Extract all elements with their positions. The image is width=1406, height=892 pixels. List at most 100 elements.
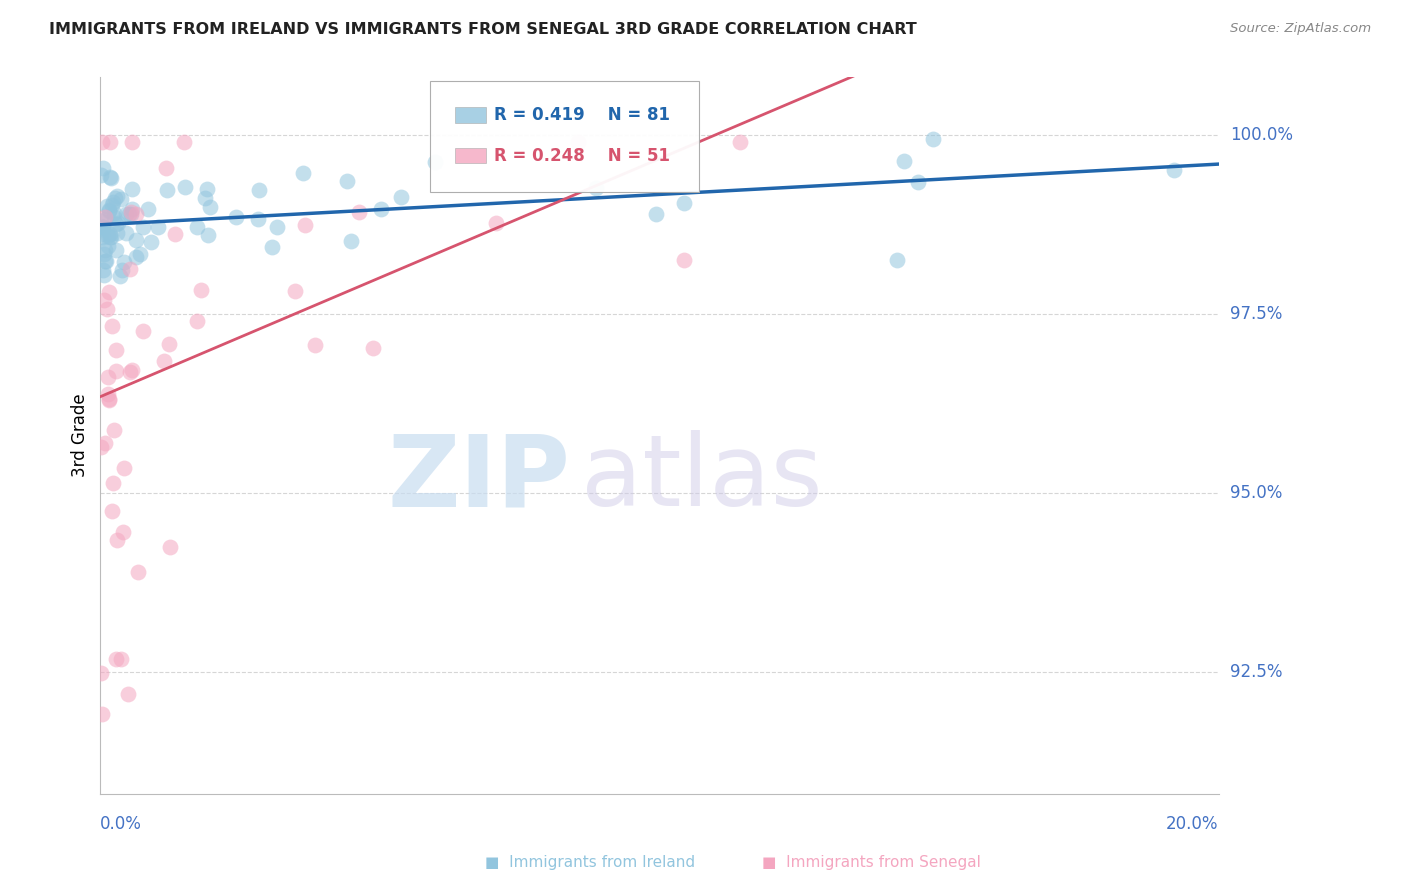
Point [117, 687, 139, 701]
Point [136, 202, 159, 216]
Point [103, 206, 125, 220]
Point [124, 233, 146, 247]
Point [246, 211, 269, 226]
Point [90, 440, 112, 454]
Point [152, 353, 174, 368]
Point [907, 175, 929, 189]
Point [485, 216, 508, 230]
Point [127, 566, 149, 580]
Point [260, 240, 283, 254]
Point [98, 202, 121, 217]
Point [97, 285, 120, 299]
Point [97, 392, 120, 407]
Text: ■  Immigrants from Ireland: ■ Immigrants from Ireland [485, 855, 696, 870]
Point [190, 283, 212, 297]
Point [186, 314, 208, 328]
Bar [456, 107, 486, 122]
Point [114, 206, 136, 220]
Point [104, 652, 127, 666]
Point [90, 169, 112, 183]
Point [97, 229, 120, 244]
Point [266, 219, 288, 234]
Point [644, 207, 666, 221]
Point [121, 363, 143, 377]
Point [389, 190, 412, 204]
Point [90, 666, 112, 681]
Point [101, 194, 124, 209]
Point [292, 166, 315, 180]
Point [186, 220, 208, 235]
Point [173, 135, 195, 149]
Text: R = 0.419    N = 81: R = 0.419 N = 81 [494, 106, 671, 124]
Point [585, 181, 607, 195]
Point [370, 202, 392, 216]
Point [886, 253, 908, 268]
Point [91, 220, 114, 235]
Text: 100.0%: 100.0% [1230, 126, 1294, 144]
Point [90, 706, 112, 721]
Point [90, 227, 112, 241]
Y-axis label: 3rd Grade: 3rd Grade [72, 393, 89, 477]
Point [90, 214, 112, 228]
Point [105, 189, 128, 203]
Point [94, 211, 117, 226]
Point [90, 135, 112, 149]
Point [110, 192, 132, 206]
Point [93, 268, 115, 283]
Point [96, 301, 118, 316]
Text: 92.5%: 92.5% [1230, 663, 1282, 681]
Point [103, 475, 125, 490]
Point [103, 423, 125, 437]
Point [340, 234, 363, 248]
Point [105, 364, 128, 378]
Point [112, 255, 135, 269]
Point [112, 461, 135, 475]
Point [101, 319, 124, 334]
Point [94, 436, 117, 450]
Point [120, 204, 142, 219]
Point [91, 220, 114, 235]
Point [108, 268, 131, 283]
Point [567, 135, 589, 149]
Point [91, 161, 114, 175]
Point [97, 386, 120, 401]
Point [101, 197, 124, 211]
Point [125, 207, 148, 221]
Point [284, 284, 307, 298]
Point [195, 182, 218, 196]
Text: IMMIGRANTS FROM IRELAND VS IMMIGRANTS FROM SENEGAL 3RD GRADE CORRELATION CHART: IMMIGRANTS FROM IRELAND VS IMMIGRANTS FR… [49, 22, 917, 37]
Point [336, 174, 359, 188]
Point [922, 131, 945, 145]
Point [148, 219, 170, 234]
Point [110, 651, 132, 665]
Point [673, 253, 696, 268]
Point [94, 254, 117, 268]
Point [105, 533, 128, 548]
Point [225, 210, 247, 224]
Point [118, 207, 141, 221]
Point [93, 229, 115, 244]
Point [100, 135, 122, 149]
Point [121, 202, 143, 217]
Point [128, 247, 150, 261]
Point [304, 338, 326, 352]
Point [98, 204, 121, 219]
Point [174, 180, 197, 194]
Text: Source: ZipAtlas.com: Source: ZipAtlas.com [1230, 22, 1371, 36]
Point [139, 235, 162, 250]
Point [104, 191, 127, 205]
Point [197, 228, 219, 243]
Point [156, 183, 179, 197]
Point [131, 220, 153, 235]
Text: ZIP: ZIP [387, 430, 569, 527]
Point [100, 230, 122, 244]
Point [194, 192, 217, 206]
Point [94, 243, 117, 257]
Bar [456, 148, 486, 163]
Point [100, 169, 122, 184]
Point [93, 263, 115, 277]
Point [91, 220, 114, 235]
Point [105, 227, 128, 241]
Point [94, 211, 117, 225]
Text: 20.0%: 20.0% [1166, 815, 1219, 833]
